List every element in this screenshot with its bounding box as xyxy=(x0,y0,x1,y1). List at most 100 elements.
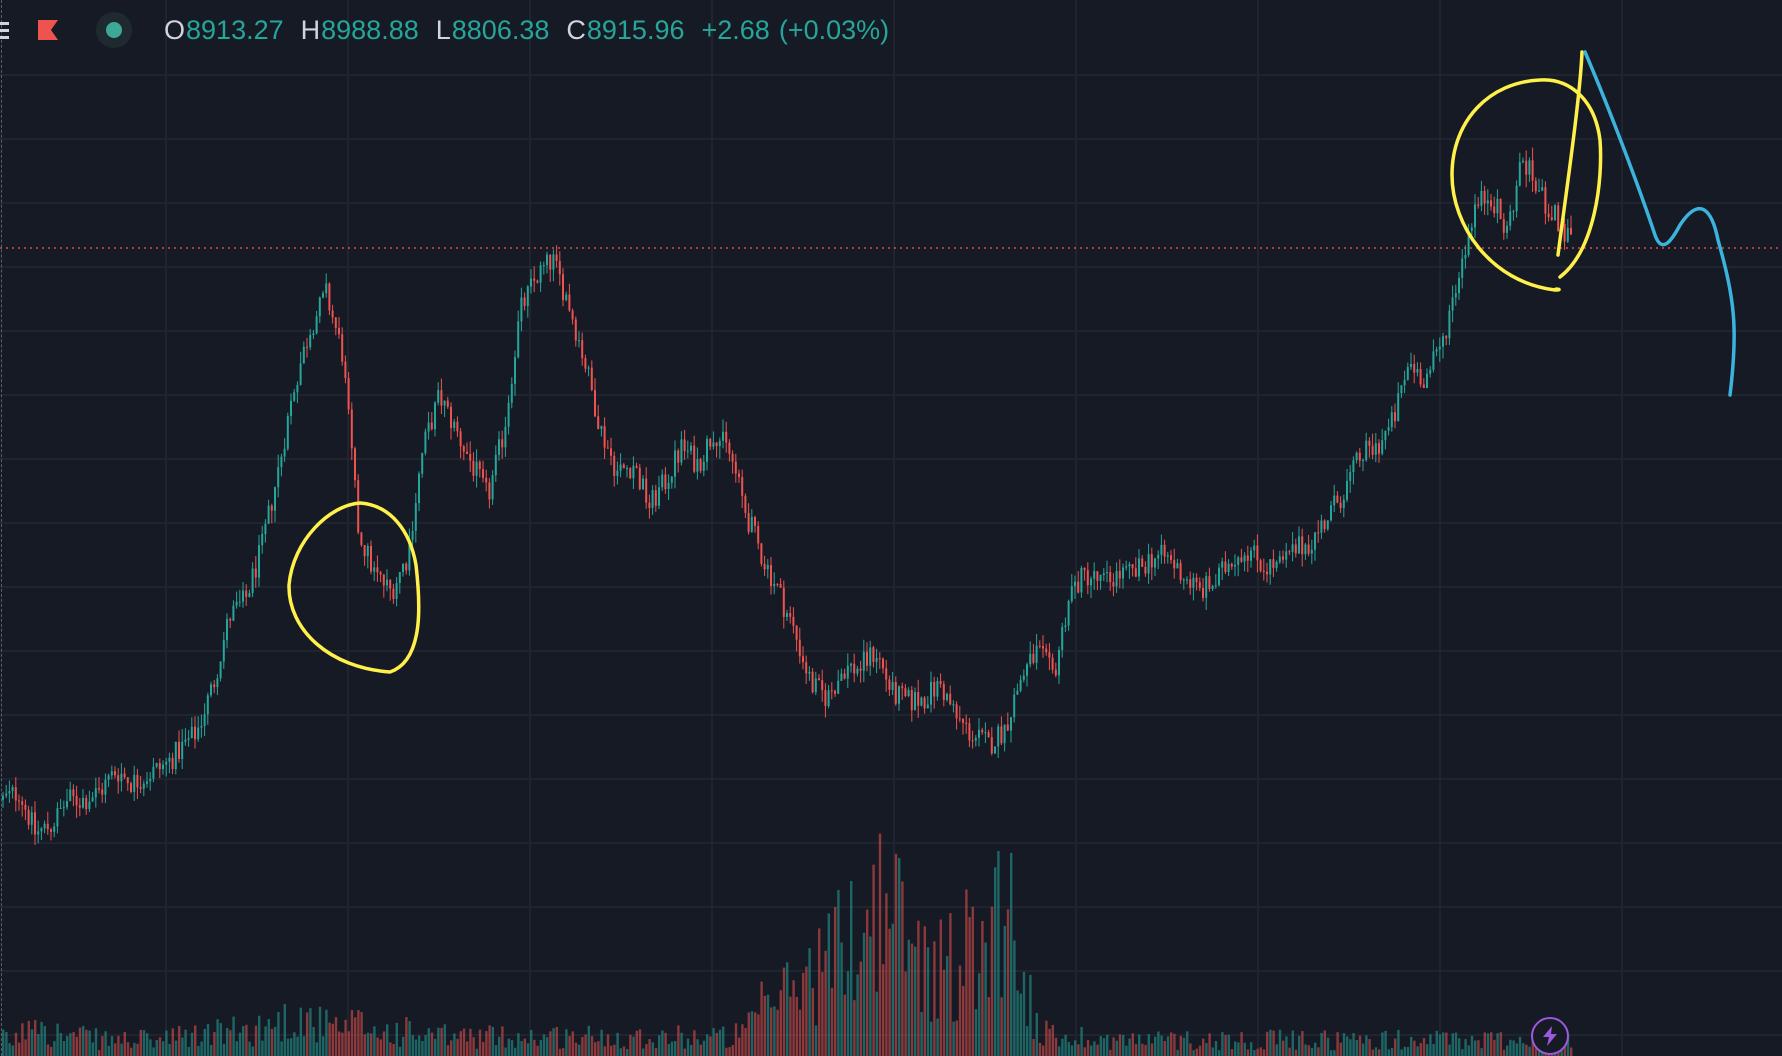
candle-body xyxy=(1432,351,1435,370)
candle-body xyxy=(754,517,756,526)
volume-bar xyxy=(674,1040,677,1056)
volume-bar xyxy=(1202,1038,1205,1056)
candle-body xyxy=(418,473,420,504)
lightning-bolt-button[interactable] xyxy=(1531,1017,1569,1055)
volume-bar xyxy=(75,1036,78,1056)
volume-bar xyxy=(376,1037,379,1056)
volume-bar xyxy=(315,1042,318,1056)
candle-body xyxy=(1253,545,1256,551)
volume-bar xyxy=(1467,1045,1470,1056)
volume-bar xyxy=(427,1028,430,1056)
candle-body xyxy=(808,671,811,674)
candle-body xyxy=(56,808,59,827)
candle-body xyxy=(1202,587,1204,598)
volume-bar xyxy=(1234,1041,1237,1056)
volume-bar xyxy=(1394,1038,1397,1056)
candle-body xyxy=(1454,293,1457,298)
volume-bar xyxy=(936,1018,939,1056)
candle-body xyxy=(162,764,164,770)
candle-body xyxy=(1029,653,1032,665)
candle-body xyxy=(152,766,155,779)
volume-bar xyxy=(1093,1041,1096,1056)
flag-icon[interactable] xyxy=(34,16,62,44)
candle-body xyxy=(1182,579,1185,581)
hamburger-menu-icon[interactable] xyxy=(0,10,12,50)
annotation-circle-left[interactable] xyxy=(287,501,421,674)
candle-body xyxy=(552,254,555,270)
annotation-up-stroke[interactable] xyxy=(1556,50,1584,257)
volume-bar xyxy=(1064,1034,1067,1056)
volume-bar xyxy=(1330,1050,1333,1056)
candle-body xyxy=(789,613,792,617)
candle-body xyxy=(181,741,184,760)
volume-bar xyxy=(1374,1047,1378,1056)
volume-bar xyxy=(267,1018,270,1056)
candle-body xyxy=(856,668,859,674)
candle-body xyxy=(347,378,350,410)
volume-bar xyxy=(270,1028,274,1056)
volume-bar xyxy=(46,1044,50,1056)
drawing-annotations[interactable] xyxy=(287,50,1736,674)
candle-body xyxy=(587,367,590,369)
candle-body xyxy=(309,335,312,348)
candle-body xyxy=(414,503,417,531)
candle-body xyxy=(187,738,190,740)
candle-body xyxy=(907,690,910,697)
volume-bar xyxy=(94,1028,98,1056)
volume-bar xyxy=(1077,1044,1080,1056)
candle-body xyxy=(712,442,715,447)
candle-body xyxy=(21,801,24,805)
candle-body xyxy=(1042,646,1044,649)
candle-body xyxy=(1275,561,1278,568)
candle-body xyxy=(203,714,206,726)
volume-bar xyxy=(946,956,949,1056)
volume-bar xyxy=(296,1036,299,1056)
candle-body xyxy=(1035,645,1038,663)
volume-bar xyxy=(789,996,792,1056)
volume-bar xyxy=(594,1042,597,1056)
volume-bar xyxy=(1438,1034,1442,1056)
volume-bar xyxy=(1496,1033,1499,1056)
close-value: 8915.96 xyxy=(586,14,685,45)
candle-body xyxy=(1150,554,1153,568)
candle-body xyxy=(1342,499,1345,508)
volume-bar xyxy=(1291,1030,1294,1056)
candle-body xyxy=(1336,495,1339,503)
volume-bar xyxy=(354,1017,357,1056)
volume-bar xyxy=(1086,1040,1090,1056)
volume-bar xyxy=(261,1040,264,1056)
volume-bar xyxy=(958,965,962,1056)
candle-body xyxy=(1026,664,1028,676)
candle-body xyxy=(1080,568,1083,593)
candle-body xyxy=(1083,568,1086,571)
candlestick-series xyxy=(2,147,1572,845)
candle-body xyxy=(1118,570,1121,579)
volume-bar xyxy=(1416,1046,1419,1056)
candle-body xyxy=(898,686,900,704)
volume-bar xyxy=(754,1012,757,1056)
ohlc-legend-bar: O 8913.27 H 8988.88 L 8806.38 C 8915.96 … xyxy=(0,10,889,50)
volume-bar xyxy=(1342,1033,1346,1056)
volume-bar xyxy=(405,1017,408,1056)
volume-bar xyxy=(872,864,875,1056)
volume-bar xyxy=(363,1034,366,1056)
volume-bar xyxy=(715,1032,718,1056)
candle-body xyxy=(1518,162,1521,186)
volume-bar xyxy=(1150,1043,1154,1056)
candle-body xyxy=(488,482,491,500)
candle-body xyxy=(526,286,529,306)
candle-body xyxy=(450,406,452,429)
volume-bar xyxy=(1221,1032,1224,1056)
candle-body xyxy=(254,568,257,578)
volume-bar xyxy=(312,1027,315,1056)
annotation-projection-line[interactable] xyxy=(1583,50,1736,397)
candle-body xyxy=(885,668,888,680)
volume-bar xyxy=(1506,1045,1509,1056)
candle-body xyxy=(498,439,500,455)
annotation-circle-right[interactable] xyxy=(1450,78,1603,292)
candle-body xyxy=(520,297,523,322)
candle-body xyxy=(290,400,292,417)
volume-bar xyxy=(485,1031,488,1056)
